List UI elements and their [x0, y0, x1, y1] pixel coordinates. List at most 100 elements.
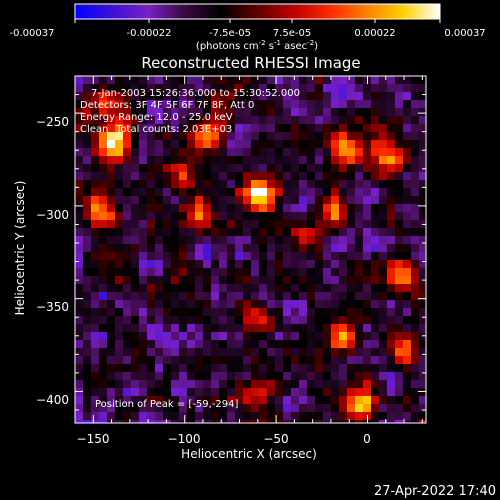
heatmap-cell — [83, 388, 91, 396]
heatmap-cell — [195, 132, 203, 140]
heatmap-cell — [235, 252, 243, 260]
heatmap-cell — [243, 308, 251, 316]
heatmap-cell — [99, 268, 107, 276]
heatmap-cell — [123, 284, 131, 292]
heatmap-cell — [371, 284, 379, 292]
heatmap-cell — [107, 364, 115, 372]
heatmap-cell — [251, 308, 259, 316]
heatmap-cell — [331, 324, 339, 332]
heatmap-cell — [339, 188, 347, 196]
heatmap-cell — [187, 196, 195, 204]
heatmap-cell — [147, 244, 155, 252]
heatmap-cell — [331, 260, 339, 268]
heatmap-cell — [107, 116, 115, 124]
heatmap-cell — [339, 276, 347, 284]
heatmap-cell — [179, 164, 187, 172]
heatmap-cell — [243, 220, 251, 228]
heatmap-cell — [203, 284, 211, 292]
heatmap-cell — [187, 228, 195, 236]
heatmap-cell — [299, 316, 307, 324]
y-tick-labels: −250 −300 −350 −400 — [36, 115, 69, 407]
heatmap-cell — [371, 156, 379, 164]
heatmap-cell — [115, 212, 123, 220]
heatmap-cell — [331, 156, 339, 164]
heatmap-cell — [107, 212, 115, 220]
heatmap-cell — [395, 396, 403, 404]
heatmap-cell — [227, 396, 235, 404]
heatmap-cell — [259, 252, 267, 260]
heatmap-cell — [387, 348, 395, 356]
heatmap-cell — [203, 340, 211, 348]
heatmap-cell — [75, 268, 83, 276]
heatmap-cell — [387, 116, 395, 124]
heatmap-cell — [83, 124, 91, 132]
heatmap-cell — [259, 332, 267, 340]
heatmap-cell — [99, 228, 107, 236]
heatmap-cell — [379, 364, 387, 372]
heatmap-cell — [227, 132, 235, 140]
heatmap-cell — [243, 180, 251, 188]
heatmap-cell — [235, 260, 243, 268]
heatmap-cell — [99, 308, 107, 316]
heatmap-cell — [259, 348, 267, 356]
heatmap-cell — [315, 140, 323, 148]
heatmap-cell — [251, 212, 259, 220]
heatmap-cell — [235, 420, 243, 423]
heatmap-cell — [155, 164, 163, 172]
heatmap-cell — [275, 116, 283, 124]
heatmap-cell — [171, 164, 179, 172]
heatmap-cell — [283, 308, 291, 316]
heatmap-cell — [211, 268, 219, 276]
heatmap-cell — [219, 412, 227, 420]
heatmap-cell — [171, 156, 179, 164]
heatmap-cell — [339, 172, 347, 180]
heatmap-cell — [291, 340, 299, 348]
heatmap-cell — [179, 372, 187, 380]
heatmap-cell — [315, 156, 323, 164]
heatmap-cell — [75, 372, 83, 380]
heatmap-cell — [395, 356, 403, 364]
heatmap-cell — [227, 372, 235, 380]
heatmap-cell — [371, 380, 379, 388]
heatmap-cell — [163, 420, 171, 423]
heatmap-cell — [395, 284, 403, 292]
heatmap-cell — [315, 84, 323, 92]
heatmap-cell — [251, 324, 259, 332]
heatmap-cell — [291, 364, 299, 372]
heatmap-cell — [403, 292, 411, 300]
heatmap-cell — [195, 180, 203, 188]
heatmap-cell — [91, 116, 99, 124]
heatmap-cell — [395, 364, 403, 372]
heatmap-cell — [195, 420, 203, 423]
heatmap-cell — [403, 380, 411, 388]
annotation-block: 7-Jan-2003 15:26:36.000 to 15:30:52.000 … — [80, 88, 300, 410]
heatmap-cell — [179, 420, 187, 423]
heatmap-cell — [83, 420, 91, 423]
heatmap-cell — [131, 164, 139, 172]
heatmap-cell — [283, 212, 291, 220]
heatmap-cell — [355, 228, 363, 236]
heatmap-cell — [387, 204, 395, 212]
heatmap-cell — [339, 100, 347, 108]
heatmap-cell — [419, 244, 426, 252]
heatmap-cell — [171, 380, 179, 388]
heatmap-cell — [139, 420, 147, 423]
heatmap-cell — [235, 132, 243, 140]
heatmap-cell — [115, 188, 123, 196]
heatmap-cell — [339, 76, 347, 84]
heatmap-cell — [379, 180, 387, 188]
heatmap-cell — [203, 252, 211, 260]
heatmap-cell — [123, 156, 131, 164]
heatmap-cell — [299, 300, 307, 308]
heatmap-cell — [83, 372, 91, 380]
heatmap-cell — [243, 212, 251, 220]
heatmap-cell — [411, 124, 419, 132]
heatmap-cell — [147, 372, 155, 380]
heatmap-cell — [379, 308, 387, 316]
heatmap-cell — [371, 348, 379, 356]
heatmap-cell — [171, 308, 179, 316]
heatmap-cell — [283, 340, 291, 348]
heatmap-cell — [91, 420, 99, 423]
heatmap-cell — [291, 188, 299, 196]
heatmap-cell — [355, 308, 363, 316]
